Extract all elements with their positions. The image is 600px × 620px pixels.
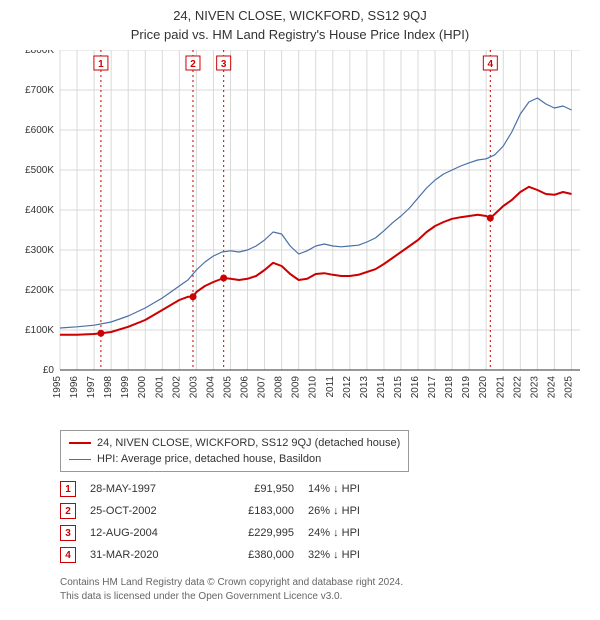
chart-container: 24, NIVEN CLOSE, WICKFORD, SS12 9QJ Pric… xyxy=(0,0,600,620)
svg-text:1996: 1996 xyxy=(69,376,80,399)
transaction-badge: 1 xyxy=(60,481,76,497)
transaction-price: £380,000 xyxy=(214,549,294,561)
svg-text:2010: 2010 xyxy=(308,376,319,399)
svg-text:2025: 2025 xyxy=(563,376,574,399)
svg-text:£800K: £800K xyxy=(25,50,54,56)
transaction-price: £91,950 xyxy=(214,483,294,495)
svg-text:2014: 2014 xyxy=(376,376,387,399)
svg-text:2000: 2000 xyxy=(137,376,148,399)
transaction-badge: 2 xyxy=(60,503,76,519)
transaction-pct: 32% ↓ HPI xyxy=(308,549,398,561)
svg-text:1997: 1997 xyxy=(86,376,97,399)
transaction-pct: 14% ↓ HPI xyxy=(308,483,398,495)
svg-text:2022: 2022 xyxy=(512,376,523,399)
legend-box: 24, NIVEN CLOSE, WICKFORD, SS12 9QJ (det… xyxy=(60,430,409,472)
transaction-row: 1 28-MAY-1997 £91,950 14% ↓ HPI xyxy=(60,478,580,500)
svg-text:2012: 2012 xyxy=(342,376,353,399)
transaction-price: £229,995 xyxy=(214,527,294,539)
legend-label-price-paid: 24, NIVEN CLOSE, WICKFORD, SS12 9QJ (det… xyxy=(97,435,400,451)
svg-text:2: 2 xyxy=(190,59,196,70)
legend-swatch-price-paid xyxy=(69,442,91,444)
attribution-line-1: Contains HM Land Registry data © Crown c… xyxy=(60,576,580,590)
svg-text:£200K: £200K xyxy=(25,285,54,296)
svg-text:2015: 2015 xyxy=(393,376,404,399)
svg-text:£0: £0 xyxy=(43,365,55,376)
transaction-date: 25-OCT-2002 xyxy=(90,505,200,517)
transaction-pct: 24% ↓ HPI xyxy=(308,527,398,539)
svg-text:2023: 2023 xyxy=(529,376,540,399)
legend-item-hpi: HPI: Average price, detached house, Basi… xyxy=(69,451,400,467)
transaction-price: £183,000 xyxy=(214,505,294,517)
svg-text:2016: 2016 xyxy=(410,376,421,399)
svg-text:2020: 2020 xyxy=(478,376,489,399)
svg-text:£600K: £600K xyxy=(25,125,54,136)
svg-text:2018: 2018 xyxy=(444,376,455,399)
transactions-table: 1 28-MAY-1997 £91,950 14% ↓ HPI 2 25-OCT-2002… xyxy=(60,478,580,566)
svg-text:2001: 2001 xyxy=(154,376,165,399)
chart-svg: £0 £100K £200K £300K £400K £500K £600K £700K £80… xyxy=(10,50,590,420)
transaction-pct: 26% ↓ HPI xyxy=(308,505,398,517)
transaction-badge: 4 xyxy=(60,547,76,563)
svg-text:2004: 2004 xyxy=(205,376,216,399)
svg-text:£700K: £700K xyxy=(25,85,54,96)
svg-text:2019: 2019 xyxy=(461,376,472,399)
svg-text:1: 1 xyxy=(98,59,104,70)
chart-subtitle: Price paid vs. HM Land Registry's House … xyxy=(10,27,590,42)
legend-swatch-hpi xyxy=(69,459,91,460)
svg-text:2006: 2006 xyxy=(240,376,251,399)
svg-text:£100K: £100K xyxy=(25,325,54,336)
svg-text:2002: 2002 xyxy=(171,376,182,399)
svg-text:1995: 1995 xyxy=(52,376,63,399)
svg-text:£300K: £300K xyxy=(25,245,54,256)
transaction-badge: 3 xyxy=(60,525,76,541)
transaction-row: 2 25-OCT-2002 £183,000 26% ↓ HPI xyxy=(60,500,580,522)
svg-text:1999: 1999 xyxy=(120,376,131,399)
svg-text:4: 4 xyxy=(488,59,494,70)
transaction-row: 3 12-AUG-2004 £229,995 24% ↓ HPI xyxy=(60,522,580,544)
svg-text:2024: 2024 xyxy=(546,376,557,399)
svg-text:2005: 2005 xyxy=(222,376,233,399)
svg-text:2009: 2009 xyxy=(291,376,302,399)
svg-text:£400K: £400K xyxy=(25,205,54,216)
svg-text:1998: 1998 xyxy=(103,376,114,399)
svg-text:£500K: £500K xyxy=(25,165,54,176)
svg-text:3: 3 xyxy=(221,59,227,70)
attribution-block: Contains HM Land Registry data © Crown c… xyxy=(60,576,580,603)
svg-text:2008: 2008 xyxy=(274,376,285,399)
svg-text:2013: 2013 xyxy=(359,376,370,399)
attribution-line-2: This data is licensed under the Open Gov… xyxy=(60,590,580,604)
legend-label-hpi: HPI: Average price, detached house, Basi… xyxy=(97,451,321,467)
transaction-date: 12-AUG-2004 xyxy=(90,527,200,539)
svg-text:2007: 2007 xyxy=(257,376,268,399)
chart-title: 24, NIVEN CLOSE, WICKFORD, SS12 9QJ xyxy=(10,8,590,23)
transaction-date: 28-MAY-1997 xyxy=(90,483,200,495)
legend-item-price-paid: 24, NIVEN CLOSE, WICKFORD, SS12 9QJ (det… xyxy=(69,435,400,451)
transaction-date: 31-MAR-2020 xyxy=(90,549,200,561)
svg-text:2011: 2011 xyxy=(325,376,336,398)
svg-text:2021: 2021 xyxy=(495,376,506,399)
svg-text:2003: 2003 xyxy=(188,376,199,399)
svg-text:2017: 2017 xyxy=(427,376,438,399)
chart-area: £0 £100K £200K £300K £400K £500K £600K £700K £80… xyxy=(10,50,590,420)
transaction-row: 4 31-MAR-2020 £380,000 32% ↓ HPI xyxy=(60,544,580,566)
